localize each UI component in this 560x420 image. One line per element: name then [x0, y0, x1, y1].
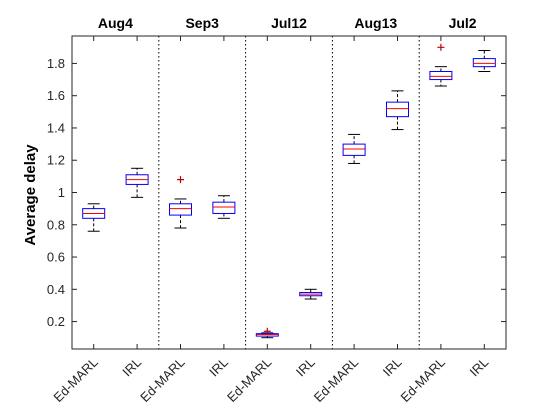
box-iqr — [169, 203, 192, 216]
box-jul12-ed-marl — [255, 327, 279, 339]
box-jul2-ed-marl — [429, 43, 453, 87]
group-label: Aug13 — [354, 15, 397, 31]
y-tick-label: 1.2 — [47, 153, 65, 168]
outlier-marker — [263, 327, 271, 335]
box-aug4-irl — [125, 167, 149, 198]
y-tick-label: 0.8 — [47, 217, 65, 232]
group-label: Sep3 — [185, 15, 219, 31]
group-separators — [158, 36, 420, 349]
group-label: Jul2 — [449, 15, 477, 31]
y-tick-label: 1.8 — [47, 56, 65, 71]
box-aug13-irl — [386, 90, 409, 131]
outlier-marker — [437, 43, 445, 51]
y-axis-label: Average delay — [22, 144, 39, 246]
box-iqr — [429, 70, 453, 81]
box-jul2-irl — [472, 50, 496, 72]
box-series — [82, 43, 496, 339]
y-tick-label: 1 — [58, 185, 65, 200]
group-labels: Aug4 Sep3 Jul12 Aug13 Jul2 — [98, 15, 477, 31]
outlier-marker — [177, 176, 184, 184]
y-axis: 0.2 0.4 0.6 0.8 1 1.2 1.4 1.6 1.8 — [47, 56, 506, 329]
y-tick-label: 0.4 — [47, 282, 65, 297]
box-sep3-ed-marl — [169, 176, 192, 229]
box-sep3-irl — [212, 195, 236, 219]
group-label: Jul12 — [271, 15, 307, 31]
group-label: Aug4 — [98, 15, 133, 31]
box-iqr — [212, 201, 236, 214]
y-tick-label: 0.6 — [47, 250, 65, 265]
box-iqr — [472, 58, 496, 68]
box-aug13-ed-marl — [342, 133, 366, 164]
box-jul12-irl — [299, 288, 323, 300]
box-aug4-ed-marl — [82, 203, 106, 232]
y-tick-label: 1.6 — [47, 88, 65, 103]
box-iqr — [342, 143, 366, 156]
box-iqr — [386, 101, 409, 118]
y-tick-label: 1.4 — [47, 120, 65, 135]
y-tick-label: 0.2 — [47, 314, 65, 329]
